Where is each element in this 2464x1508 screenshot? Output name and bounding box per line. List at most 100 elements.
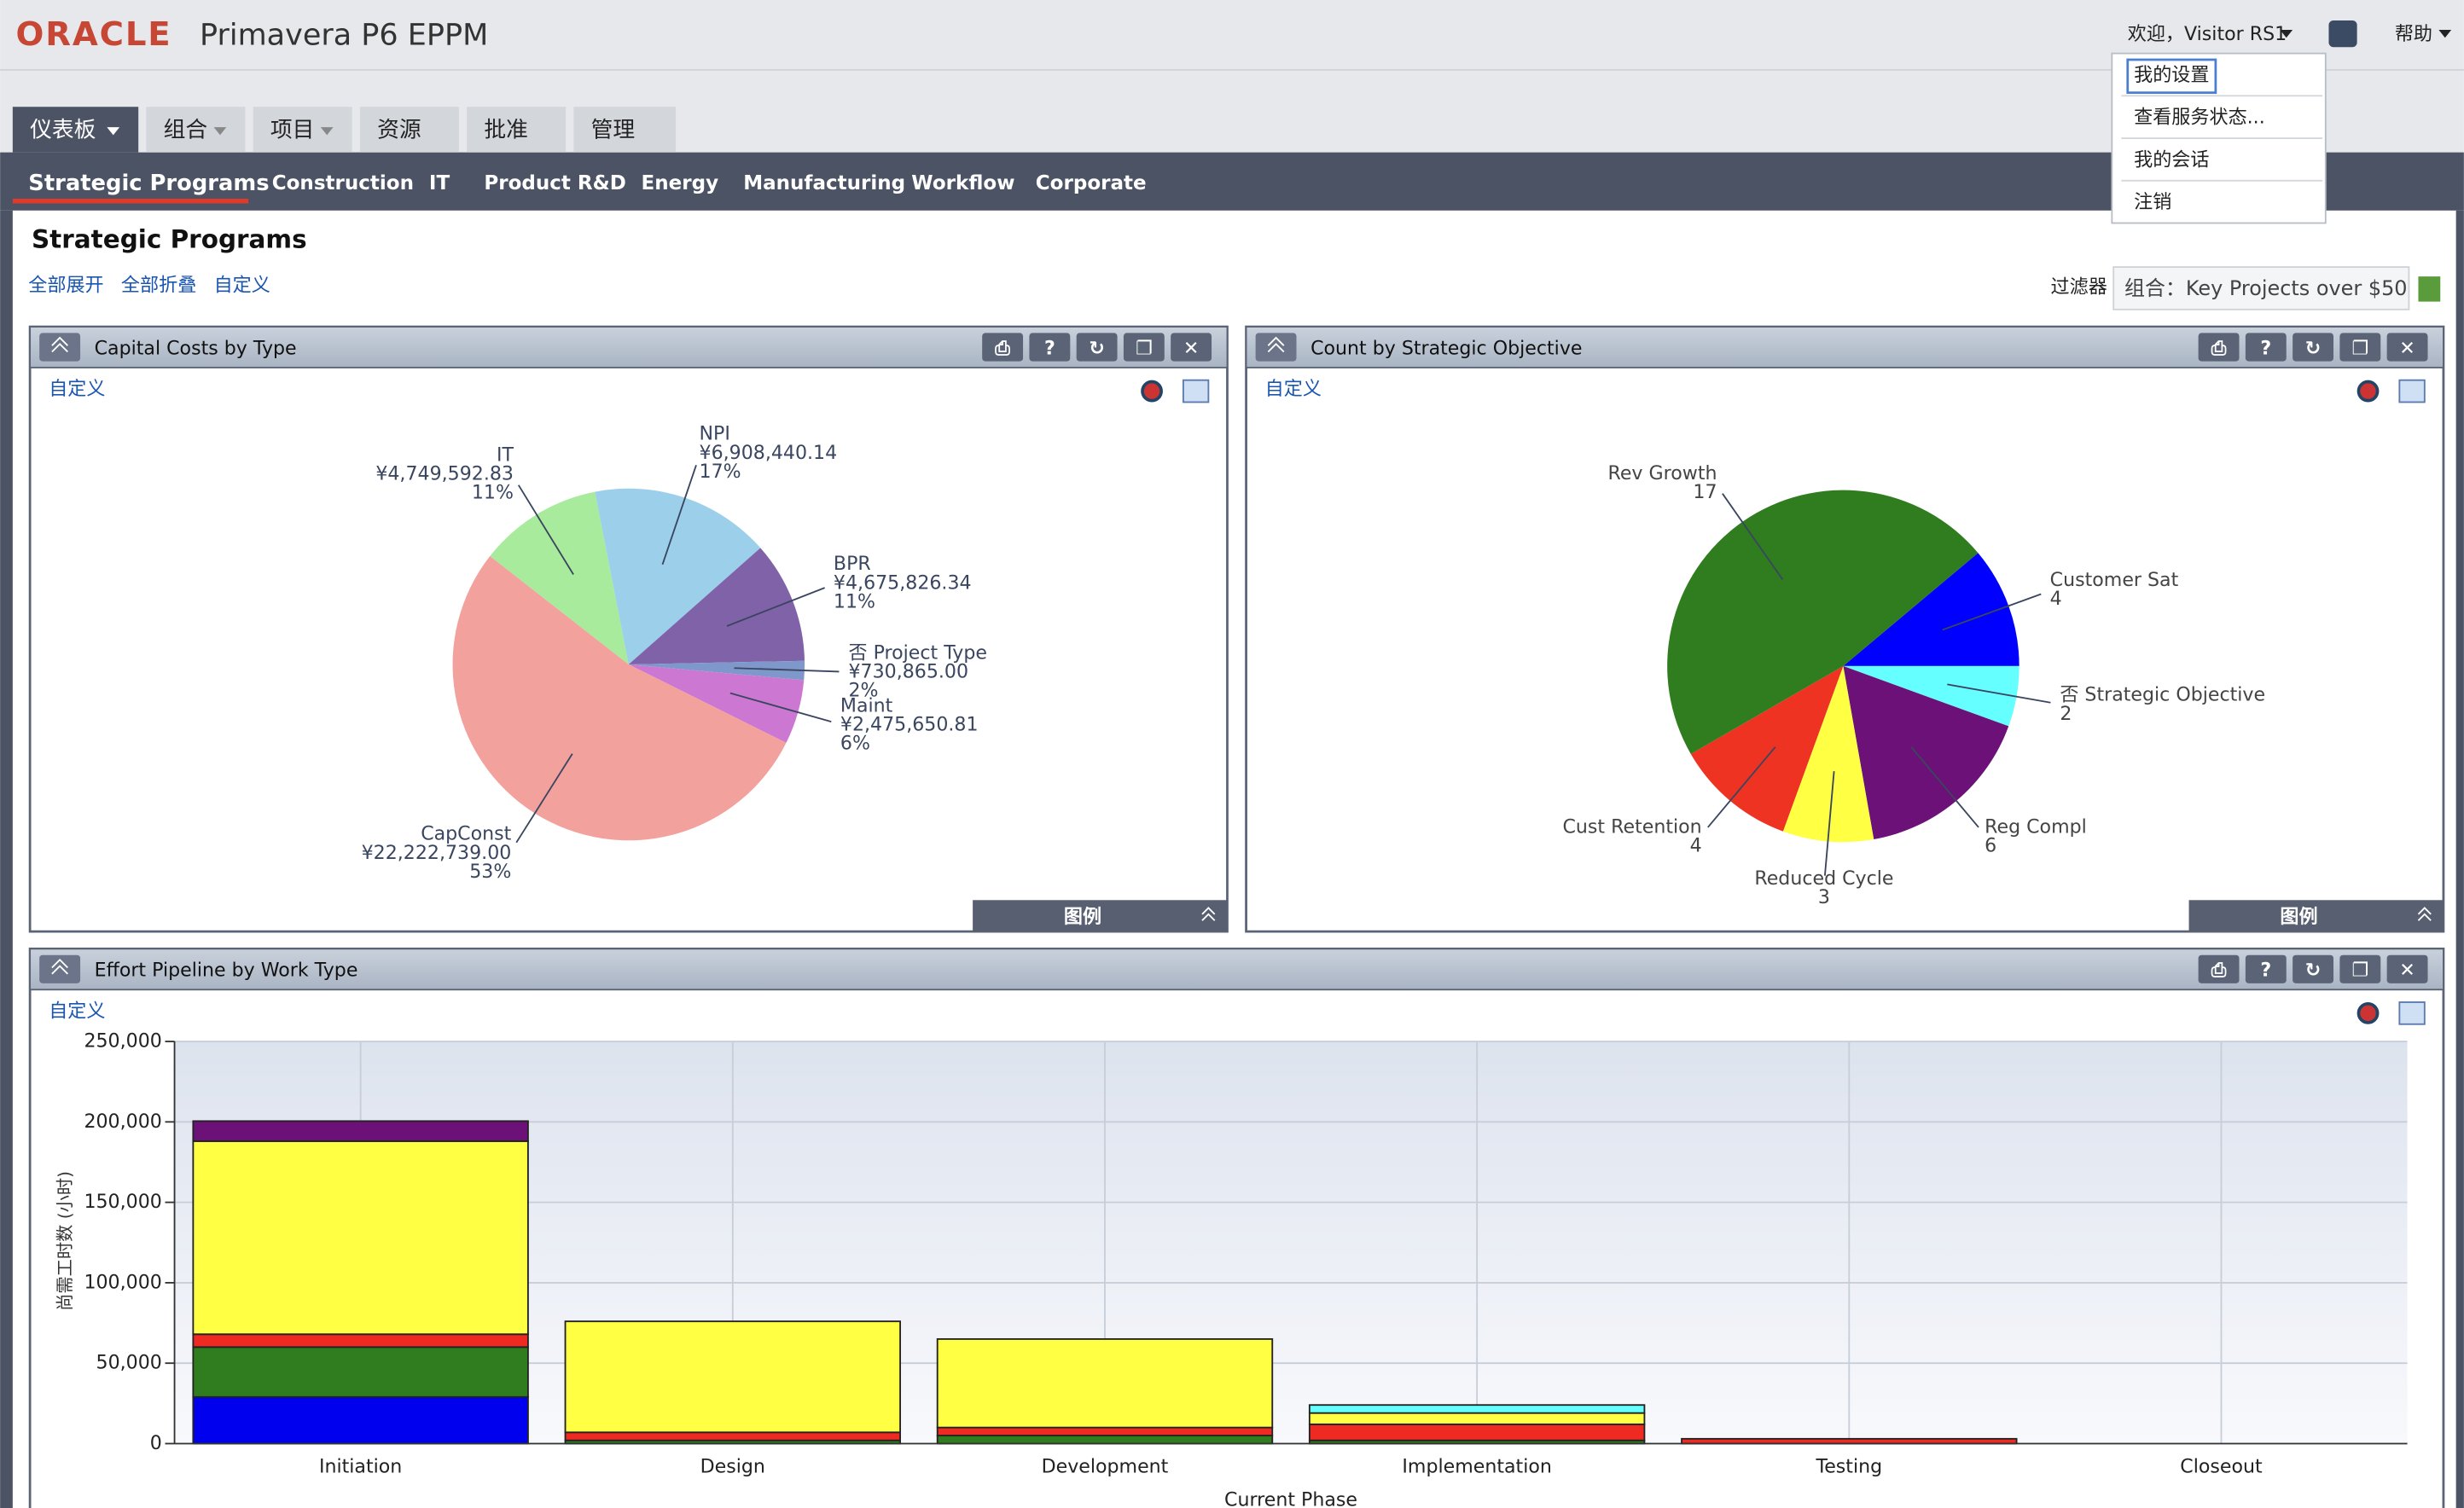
subtab[interactable]: Energy [642,172,719,194]
pie-label: 4 [2050,588,2062,610]
pie-slice [595,488,761,665]
leader-line [1910,746,1979,828]
table-icon[interactable] [1182,379,1210,403]
panel-button[interactable] [2339,954,2381,983]
legend-bar[interactable] [973,900,1228,932]
subtab[interactable]: Strategic Programs [28,171,269,196]
page-link[interactable]: 全部折叠 [121,275,196,297]
pie-label: 6 [1985,835,1996,857]
help-link[interactable]: 帮助 [2395,23,2432,45]
pie-slice [1782,665,1874,843]
pie-label: 53% [469,861,511,883]
chart-type-icon[interactable] [1141,380,1163,403]
tab[interactable] [359,107,459,153]
panel-button[interactable] [2293,333,2334,362]
panel-button[interactable] [2245,954,2287,983]
bar-segment [192,1120,529,1142]
subtab[interactable]: Corporate [1036,172,1147,194]
x-tick-label: Closeout [2180,1456,2263,1478]
pie-label: ¥4,675,826.34 [834,571,972,594]
chart-type-icon[interactable] [2356,380,2380,403]
page-link[interactable]: 自定义 [214,275,270,297]
logo: ORACLE [16,15,172,54]
subtab[interactable]: Manufacturing [743,172,905,194]
bar-segment [564,1320,902,1434]
menu-item[interactable]: 我的会话 [2134,148,2209,171]
pie-slice [1690,665,1844,832]
customize-link[interactable]: 自定义 [49,378,105,400]
panel-button[interactable] [2386,333,2428,362]
tab-label[interactable]: 仪表板 [30,117,96,142]
panel-button[interactable] [1171,333,1212,362]
panel-header [29,948,2444,991]
button-icon: ↻ [2305,960,2322,982]
menu-item[interactable]: 注销 [2134,191,2171,213]
collapse-icon [1267,336,1285,353]
filter-icon[interactable] [2418,276,2441,302]
panel-button[interactable] [982,333,1024,362]
panel-button[interactable] [2293,954,2334,983]
button-icon: ❐ [2351,337,2368,359]
pie-label: Cust Retention [1563,816,1702,838]
legend-label: 图例 [2280,906,2317,928]
panel-button[interactable] [2339,333,2381,362]
table-icon[interactable] [2398,379,2426,403]
user-menu-button[interactable]: 欢迎，Visitor RS1 [2128,23,2287,45]
button-icon: ⎙ [994,337,1010,359]
panel-title: Count by Strategic Objective [1310,337,1582,359]
panel-button[interactable] [2245,333,2287,362]
filter-box[interactable] [2112,266,2410,310]
tab-label[interactable]: 批准 [484,117,528,142]
tab-label[interactable]: 项目 [270,117,315,142]
pie-label: 11% [472,482,514,504]
tab[interactable] [573,107,677,153]
subtab[interactable]: Product R&D [484,172,625,194]
chart-type-icon[interactable] [2356,1001,2380,1024]
panel-button[interactable] [1123,333,1165,362]
caret [213,127,227,136]
panel-button[interactable] [2386,954,2428,983]
subtab[interactable]: Construction [272,172,414,194]
panel-title: Capital Costs by Type [95,337,297,359]
tab-label[interactable]: 管理 [591,117,636,142]
panel-button[interactable] [2198,333,2240,362]
collapse-icon [51,336,68,353]
table-icon[interactable] [2398,1001,2426,1025]
bar-segment [1308,1404,1646,1414]
bar-segment [192,1333,529,1348]
legend-bar[interactable] [2188,900,2444,932]
leader-line [517,484,574,576]
inbox-icon[interactable] [2328,20,2357,48]
caret [2438,29,2452,38]
pie-slice [1843,553,2019,666]
caret [2280,29,2293,38]
tab[interactable] [467,107,567,153]
leader-line [1823,771,1835,876]
page-link[interactable]: 全部展开 [28,275,103,297]
tab[interactable] [146,107,246,153]
pie-slice [452,556,787,841]
customize-link[interactable]: 自定义 [1265,378,1322,400]
pie-label: NPI [700,423,730,445]
menu-item[interactable]: 查看服务状态... [2134,107,2265,129]
tab-label[interactable]: 资源 [377,117,421,142]
subtab[interactable]: Workflow [911,172,1014,194]
subtab[interactable]: IT [429,172,450,194]
collapse-button[interactable] [39,954,81,983]
tab-label[interactable]: 组合 [164,117,208,142]
leader-line [661,464,697,566]
panel-button[interactable] [1029,333,1071,362]
collapse-button[interactable] [1255,333,1297,362]
panel-button[interactable] [2198,954,2240,983]
pie-label: 4 [1690,835,1702,857]
button-icon: ❐ [1136,337,1153,359]
customize-link[interactable]: 自定义 [49,1000,105,1023]
tab[interactable] [253,107,352,153]
pie-label: Maint [840,694,893,716]
collapse-button[interactable] [39,333,81,362]
pie-slice [1843,665,2019,727]
button-icon: ? [2260,337,2271,359]
menu-item[interactable]: 我的设置 [2134,64,2209,86]
panel-button[interactable] [1076,333,1118,362]
